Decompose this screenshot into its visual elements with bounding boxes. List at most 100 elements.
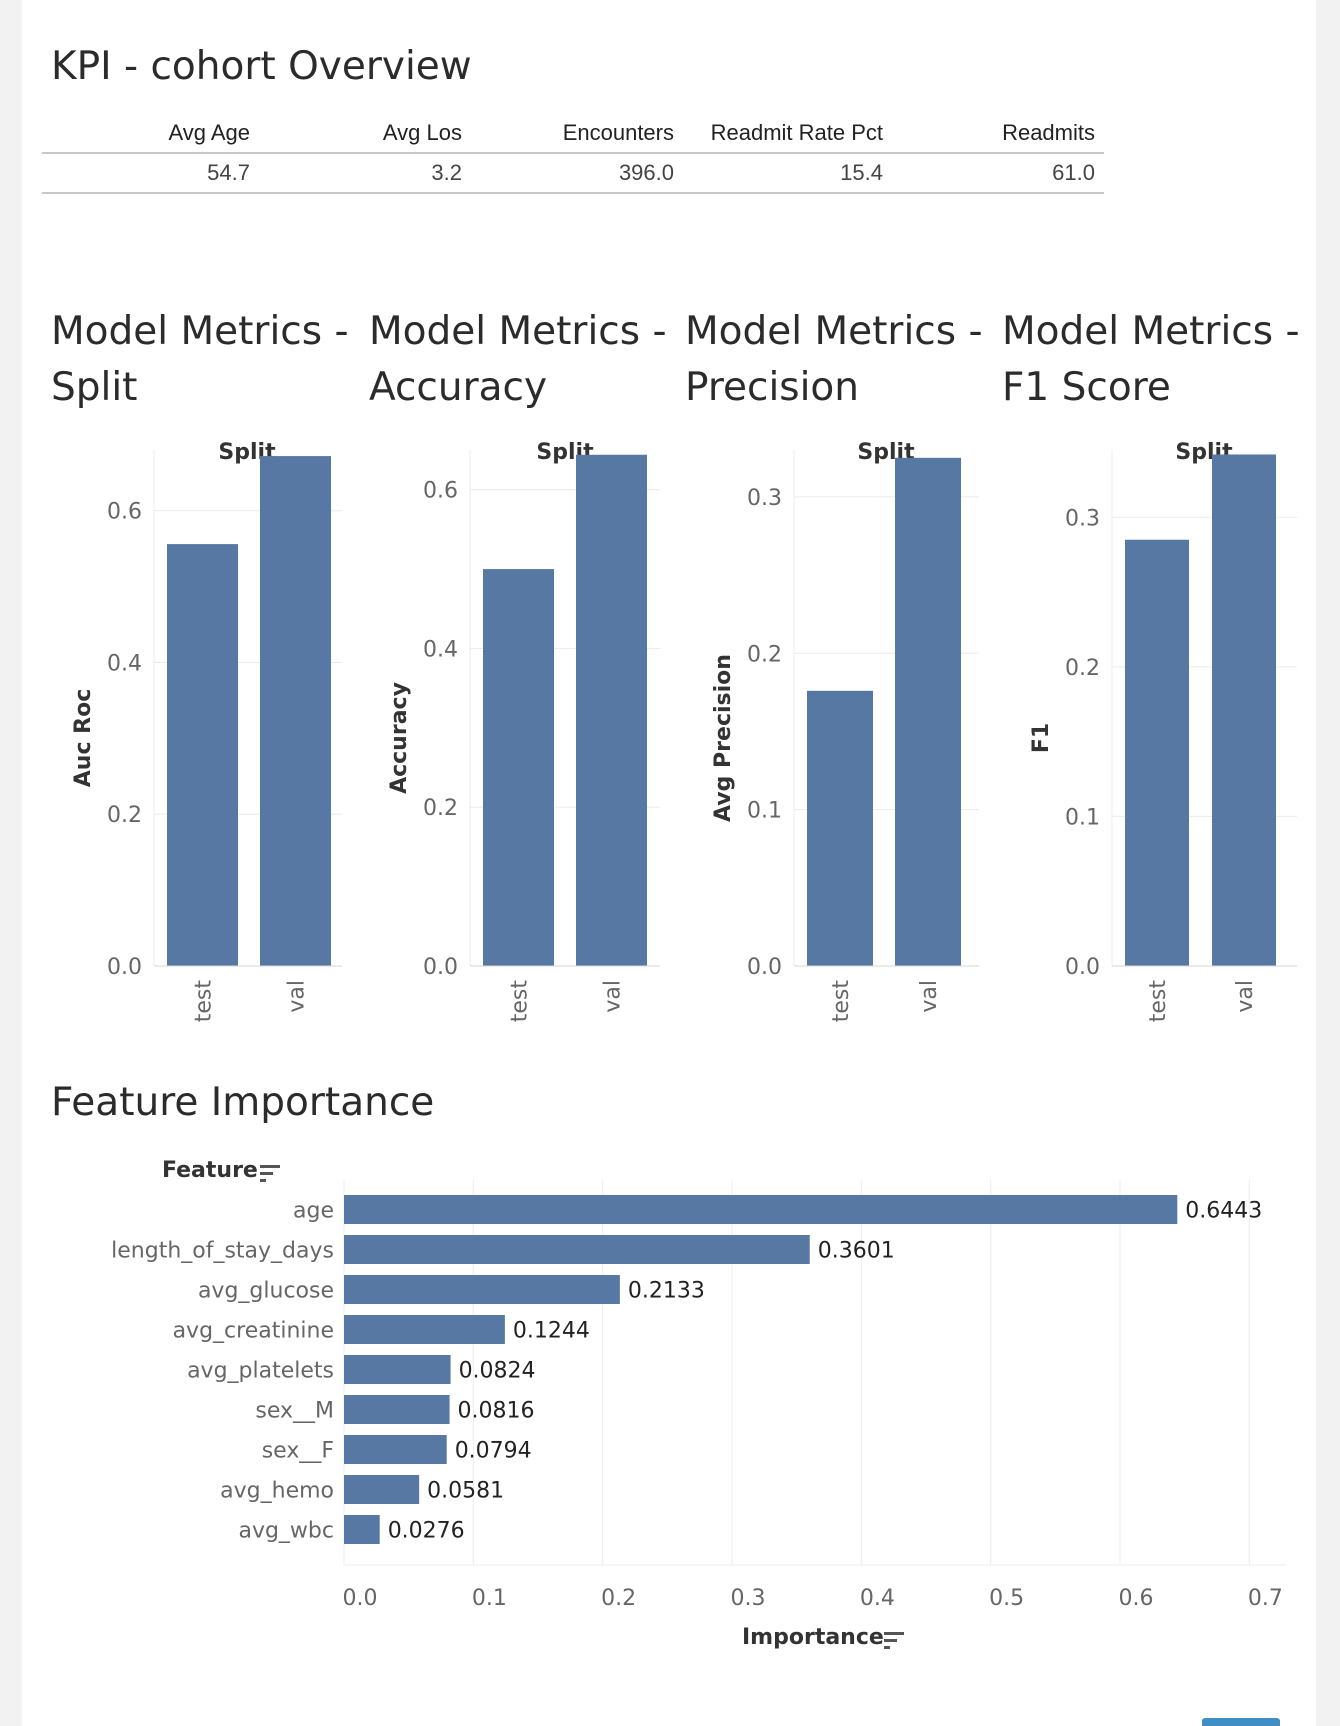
x-tick-label: val: [917, 980, 942, 1013]
x-tick-label: val: [601, 980, 626, 1013]
bar-sex__F: [344, 1435, 447, 1464]
data-label-length_of_stay_days: 0.3601: [818, 1239, 895, 1264]
y-tick-label: 0.0: [1065, 955, 1100, 980]
accuracy-chart-svg: 0.0 0.2 0.4 0.6 Accuracy test val: [387, 450, 660, 1023]
feature-importance-title: Feature Importance: [51, 1080, 435, 1125]
x-tick-label: 0.1: [472, 1586, 507, 1611]
feature-label-sex__M: sex__M: [255, 1399, 334, 1424]
x-tick-label: test: [829, 980, 854, 1023]
importance-sort-icon[interactable]: [882, 1630, 906, 1650]
bar-val: [576, 454, 647, 966]
x-tick-label: 0.5: [989, 1586, 1024, 1611]
bar-avg_creatinine: [344, 1315, 505, 1344]
kpi-bottom-divider: [42, 192, 1104, 194]
feature-importance-chart[interactable]: 0.0 0.1 0.2 0.3 0.4 0.5 0.6 0.7 age 0.6443 length_…: [22, 1180, 1316, 1611]
y-tick-label: 0.2: [423, 796, 458, 821]
kpi-col-readmit-rate-pct[interactable]: Readmit Rate Pct: [710, 120, 883, 145]
f1-chart[interactable]: Split 0.0 0.1 0.2 0.3 F1 test val: [987, 430, 1317, 1040]
y-axis-title: F1: [1029, 723, 1054, 753]
model-metrics-accuracy-title: Model Metrics - Accuracy: [369, 309, 667, 410]
x-tick-label: test: [192, 980, 217, 1023]
kpi-value-readmit-rate-pct: 15.4: [840, 160, 883, 185]
avg-precision-chart[interactable]: Split 0.0 0.1 0.2 0.3 Avg Precision test val: [669, 430, 999, 1040]
auc-roc-chart[interactable]: Split 0.0 0.2 0.4 0.6 Auc Roc test val: [22, 430, 352, 1040]
feature-label-sex__F: sex__F: [262, 1439, 334, 1464]
y-axis-title: Accuracy: [387, 682, 412, 794]
auc-roc-chart-svg: 0.0 0.2 0.4 0.6 Auc Roc test val: [71, 450, 342, 1023]
y-tick-label: 0.2: [747, 642, 782, 667]
kpi-col-avg-los[interactable]: Avg Los: [382, 120, 462, 145]
kpi-value-readmits: 61.0: [1052, 160, 1095, 185]
feature-label-avg_platelets: avg_platelets: [187, 1359, 334, 1384]
data-label-avg_wbc: 0.0276: [388, 1519, 465, 1544]
feature-column-header[interactable]: Feature: [162, 1158, 258, 1183]
y-tick-label: 0.6: [107, 500, 142, 525]
feature-sort-icon[interactable]: [258, 1163, 282, 1183]
feature-label-age: age: [293, 1199, 334, 1224]
bar-sex__M: [344, 1395, 450, 1424]
model-metrics-precision-title: Model Metrics - Precision: [685, 309, 983, 410]
x-tick-label: 0.0: [343, 1586, 378, 1611]
y-tick-label: 0.0: [747, 955, 782, 980]
feature-label-avg_hemo: avg_hemo: [220, 1479, 334, 1504]
bar-val: [895, 457, 961, 966]
y-tick-label: 0.3: [747, 486, 782, 511]
data-label-avg_platelets: 0.0824: [459, 1359, 536, 1384]
bar-test: [483, 569, 554, 966]
kpi-value-row[interactable]: 54.7 3.2 396.0 15.4 61.0: [42, 152, 1104, 192]
y-tick-label: 0.3: [1065, 506, 1100, 531]
kpi-col-encounters[interactable]: Encounters: [562, 120, 674, 145]
x-tick-label: val: [1233, 980, 1258, 1013]
x-tick-label: 0.7: [1248, 1586, 1283, 1611]
data-label-sex__F: 0.0794: [455, 1439, 532, 1464]
bar-test: [1125, 539, 1189, 966]
bar-avg_hemo: [344, 1475, 420, 1504]
x-tick-label: val: [285, 980, 310, 1013]
avg-precision-chart-svg: 0.0 0.1 0.2 0.3 Avg Precision test val: [711, 450, 979, 1023]
data-label-age: 0.6443: [1185, 1199, 1262, 1224]
importance-header-label: Importance: [742, 1625, 884, 1650]
data-label-sex__M: 0.0816: [458, 1399, 535, 1424]
x-tick-label: 0.2: [601, 1586, 636, 1611]
model-metrics-f1-title: Model Metrics - F1 Score: [1002, 309, 1300, 410]
kpi-value-avg-age: 54.7: [207, 160, 250, 185]
bar-avg_wbc: [344, 1515, 380, 1544]
bar-val: [260, 456, 331, 966]
y-tick-label: 0.4: [423, 637, 458, 662]
feature-label-length_of_stay_days: length_of_stay_days: [111, 1239, 334, 1264]
x-tick-label: 0.6: [1119, 1586, 1154, 1611]
y-tick-label: 0.1: [1065, 805, 1100, 830]
kpi-value-encounters: 396.0: [618, 160, 674, 185]
f1-chart-svg: 0.0 0.1 0.2 0.3 F1 test val: [1029, 450, 1297, 1023]
y-tick-label: 0.2: [1065, 656, 1100, 681]
kpi-header-row: Avg Age Avg Los Encounters Readmit Rate …: [42, 112, 1104, 152]
corner-button[interactable]: [1202, 1718, 1280, 1726]
bar-val: [1212, 454, 1276, 966]
y-axis-title: Avg Precision: [711, 654, 736, 822]
kpi-col-avg-age[interactable]: Avg Age: [168, 120, 250, 145]
kpi-value-avg-los: 3.2: [431, 160, 462, 185]
y-tick-label: 0.6: [423, 479, 458, 504]
kpi-col-readmits[interactable]: Readmits: [1002, 120, 1095, 145]
y-tick-label: 0.0: [423, 955, 458, 980]
kpi-header-divider: [42, 152, 1104, 154]
bar-avg_platelets: [344, 1355, 451, 1384]
data-label-avg_creatinine: 0.1244: [513, 1319, 590, 1344]
feature-label-avg_wbc: avg_wbc: [238, 1519, 334, 1544]
bar-avg_glucose: [344, 1275, 620, 1304]
bar-length_of_stay_days: [344, 1235, 810, 1264]
x-tick-label: test: [508, 980, 533, 1023]
x-tick-label: test: [1146, 980, 1171, 1023]
model-metrics-split-title: Model Metrics - Split: [51, 309, 349, 410]
importance-axis-title[interactable]: Importance: [742, 1625, 884, 1650]
dashboard: KPI - cohort Overview Avg Age Avg Los En…: [22, 0, 1316, 1726]
y-tick-label: 0.1: [747, 799, 782, 824]
accuracy-chart[interactable]: Split 0.0 0.2 0.4 0.6 Accuracy test val: [340, 430, 670, 1040]
bar-test: [167, 544, 238, 966]
x-tick-label: 0.3: [731, 1586, 766, 1611]
y-axis-title: Auc Roc: [71, 689, 96, 787]
feature-label-avg_creatinine: avg_creatinine: [173, 1319, 334, 1344]
bar-test: [807, 690, 873, 966]
data-label-avg_hemo: 0.0581: [427, 1479, 504, 1504]
y-tick-label: 0.4: [107, 651, 142, 676]
